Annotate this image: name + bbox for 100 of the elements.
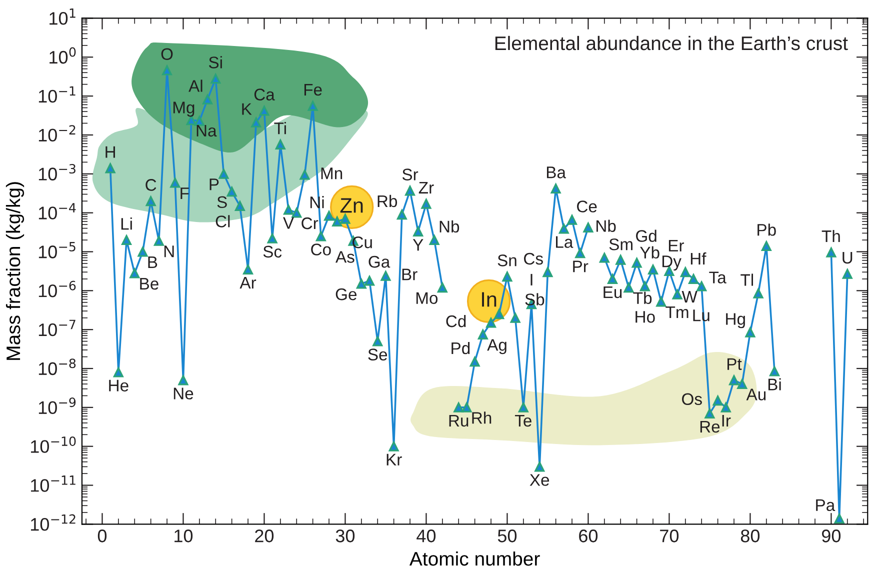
- annotation: Ne: [174, 388, 194, 400]
- annotation: Pr: [573, 260, 588, 272]
- x-tick-label: 30: [336, 530, 355, 542]
- annotation: C: [146, 179, 156, 191]
- annotation: Sr: [402, 168, 418, 180]
- x-tick-label: 40: [416, 530, 436, 542]
- y-axis-title: Mass fraction (kg/kg): [6, 182, 24, 360]
- annotation: Pb: [758, 224, 776, 236]
- annotation: V: [283, 217, 294, 229]
- annotation: Xe: [530, 474, 550, 486]
- y-tick-label: 10$^{−7}$: [38, 320, 76, 336]
- annotation: Ir: [722, 414, 731, 426]
- annotation: Kr: [386, 454, 402, 466]
- annotation: P: [210, 178, 219, 190]
- x-tick-label: 0: [98, 530, 107, 542]
- annotation: Cs: [524, 252, 543, 265]
- y-tick-label: 10$^{−5}$: [38, 242, 76, 258]
- y-tick-label: 10$^{−11}$: [31, 476, 76, 492]
- annotation: Ba: [546, 166, 566, 178]
- annotation: Ru: [449, 414, 468, 427]
- annotation: He: [109, 380, 128, 392]
- annotation: U: [842, 252, 852, 264]
- annotation: Co: [311, 244, 331, 256]
- x-tick-label: 10: [174, 530, 193, 542]
- y-tick-label: 10$^{−1}$: [38, 86, 76, 103]
- annotation: As: [336, 251, 354, 263]
- annotation: Er: [668, 240, 684, 252]
- annotation: Ho: [636, 311, 655, 323]
- annotation: S: [217, 196, 227, 208]
- annotation: Cr: [302, 217, 318, 230]
- annotation: Fe: [304, 84, 322, 96]
- annotation: Gd: [636, 230, 656, 242]
- annotation: Ga: [368, 256, 390, 268]
- annotation: Ca: [254, 88, 275, 100]
- annotation: Ge: [336, 288, 356, 300]
- y-tick-label: 10$^{−12}$: [31, 514, 76, 531]
- annotation: Cd: [446, 314, 466, 328]
- y-tick-label: 10$^{−10}$: [31, 436, 76, 453]
- text: Elemental abundance in the Earth’s crust: [495, 36, 848, 50]
- annotation: Br: [402, 268, 418, 280]
- annotation: Hf: [690, 252, 706, 264]
- annotation: Li: [121, 218, 132, 230]
- x-tick-label: 90: [822, 530, 841, 542]
- annotation: Tm: [666, 306, 688, 318]
- annotation: Sm: [609, 238, 632, 250]
- annotation: Ta: [709, 272, 726, 284]
- annotation: Tb: [633, 292, 652, 304]
- annotation: Se: [368, 348, 388, 360]
- annotation: N: [164, 246, 174, 258]
- annotation: Rh: [472, 412, 492, 424]
- annotation: B: [148, 256, 158, 268]
- annotation: Tl: [740, 274, 754, 286]
- y-tick-label: 10$^{−3}$: [38, 164, 76, 180]
- annotation: Re: [700, 421, 720, 433]
- x-tick-label: 70: [660, 530, 679, 542]
- y-tick-label: 10$^{−9}$: [38, 398, 76, 414]
- y-tick-label: 10$^{−8}$: [38, 358, 76, 376]
- annotation: Mg: [173, 102, 194, 117]
- annotation: Na: [196, 124, 217, 137]
- annotation: I: [530, 274, 532, 286]
- annotation: Mn: [321, 168, 342, 180]
- annotation: Rb: [378, 194, 398, 208]
- annotation: Zr: [418, 182, 434, 194]
- annotation: Dy: [662, 256, 682, 271]
- annotation: Ce: [577, 200, 597, 212]
- y-tick-label: 10$^{−2}$: [38, 125, 76, 142]
- annotation: Te: [514, 414, 532, 427]
- annotation: Yb: [640, 246, 660, 259]
- annotation: Ar: [240, 277, 256, 288]
- annotation: Sn: [498, 254, 516, 266]
- x-axis-title: Atomic number: [409, 551, 540, 566]
- annotation: Ti: [274, 122, 286, 134]
- annotation: Os: [682, 393, 702, 406]
- annotation: Hg: [726, 313, 745, 328]
- annotation: Mo: [416, 292, 438, 304]
- annotation: Nb: [440, 220, 460, 233]
- y-tick-label: 10$^{−4}$: [38, 203, 76, 220]
- annotation: Pa: [816, 499, 836, 512]
- annotation: K: [242, 103, 252, 115]
- annotation: Cl: [216, 215, 230, 228]
- annotation: Th: [822, 230, 840, 242]
- annotation: Au: [746, 388, 766, 400]
- annotation: Sb: [525, 293, 544, 306]
- annotation: Be: [140, 278, 158, 290]
- y-tick-label: 10$^{−6}$: [38, 280, 76, 298]
- annotation: In: [482, 292, 496, 307]
- annotation: Nb: [596, 220, 616, 232]
- x-tick-label: 20: [255, 530, 274, 542]
- annotation: Ag: [487, 339, 506, 354]
- annotation: Pd: [452, 342, 470, 354]
- annotation: La: [556, 236, 574, 248]
- annotation: O: [161, 48, 173, 60]
- annotation: Eu: [604, 286, 622, 298]
- annotation: Si: [208, 56, 222, 68]
- y-tick-label: 10$^{1}$: [50, 8, 76, 25]
- annotation: Al: [188, 80, 202, 92]
- x-tick-label: 60: [579, 530, 598, 542]
- annotation: Bi: [768, 378, 781, 390]
- y-tick-label: 10$^{0}$: [50, 47, 76, 64]
- annotation: Zn: [340, 198, 363, 213]
